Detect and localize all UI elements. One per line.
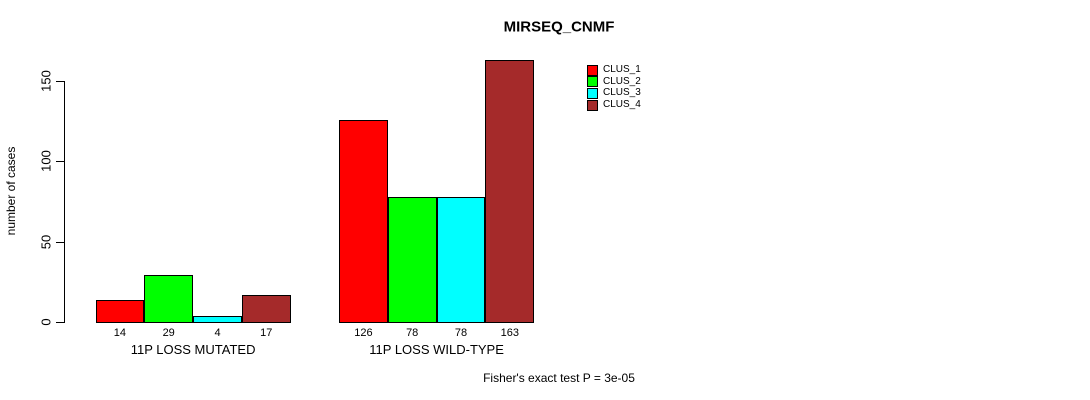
chart-title: MIRSEQ_CNMF: [503, 18, 615, 36]
bar-value-label: 29: [162, 327, 175, 339]
bar-clus_2-group2: [387, 196, 437, 323]
legend-label: CLUS_3: [603, 87, 641, 99]
legend-swatch-icon: [587, 99, 598, 111]
legend-label: CLUS_2: [603, 75, 641, 87]
bar-clus_4-group1: [241, 294, 291, 323]
legend-label: CLUS_4: [603, 99, 641, 111]
y-axis-tick-label: 0: [38, 318, 54, 326]
bar-clus_3-group2: [436, 196, 486, 323]
y-axis-tick-label: 50: [38, 234, 54, 249]
legend-label: CLUS_1: [603, 64, 641, 75]
legend-swatch-icon: [587, 87, 598, 99]
bar-clus_1-group2: [339, 119, 388, 323]
bar-clus_2-group1: [144, 275, 194, 323]
bar-clus_4-group2: [485, 60, 535, 323]
legend-item-clus_2: CLUS_2: [587, 76, 641, 88]
legend-swatch-icon: [587, 76, 598, 88]
legend-item-clus_4: CLUS_4: [587, 99, 641, 111]
y-axis-tick: [56, 241, 64, 243]
y-axis-title: number of cases: [4, 146, 18, 236]
bar-value-label: 14: [113, 327, 127, 339]
bar-value-label: 17: [260, 327, 273, 339]
y-axis-tick-label: 150: [38, 70, 54, 92]
bar-value-label: 4: [214, 327, 221, 339]
y-axis-line: [64, 81, 65, 323]
bar-value-label: 78: [406, 327, 419, 339]
bar-value-label: 78: [454, 327, 468, 339]
group-label: 11P LOSS WILD-TYPE: [369, 342, 504, 357]
group-label: 11P LOSS MUTATED: [130, 342, 256, 357]
bar-clus_3-group1: [193, 315, 242, 323]
y-axis-tick-label: 100: [38, 150, 54, 173]
y-axis-tick: [56, 161, 64, 163]
bar-value-label: 163: [500, 327, 519, 339]
legend-item-clus_1: CLUS_1: [587, 64, 641, 76]
bar-value-label: 126: [354, 327, 373, 339]
y-axis-tick: [56, 81, 64, 82]
legend-item-clus_3: CLUS_3: [587, 87, 641, 99]
y-axis-tick: [56, 322, 64, 323]
stat-test-annotation: Fisher's exact test P = 3e-05: [483, 371, 635, 385]
bar-clus_1-group1: [95, 299, 145, 323]
legend-swatch-icon: [587, 64, 598, 76]
